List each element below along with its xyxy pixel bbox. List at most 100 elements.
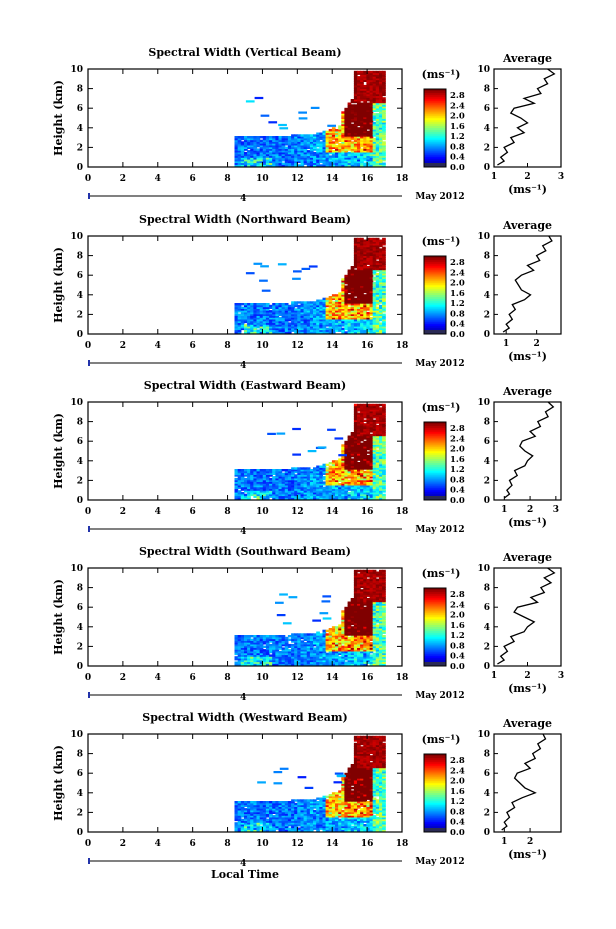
heatmap-cell — [353, 262, 358, 265]
heatmap-cell — [379, 118, 383, 121]
heatmap-cell — [360, 251, 364, 255]
heatmap-cell — [363, 299, 367, 302]
heatmap-cell — [357, 318, 361, 322]
heatmap-cell — [297, 654, 301, 657]
date-day-label: 4 — [240, 527, 246, 537]
heatmap-cell — [379, 281, 383, 285]
heatmap-cell — [281, 635, 286, 638]
heatmap-cell — [300, 324, 305, 327]
heatmap-cell — [250, 474, 254, 477]
heatmap-cell — [294, 642, 298, 645]
heatmap-cell — [237, 157, 242, 160]
heatmap-cell — [306, 658, 311, 661]
heatmap-cell — [363, 497, 367, 500]
heatmap-cell — [379, 123, 383, 127]
heatmap-cell — [313, 469, 317, 472]
heatmap-cell — [325, 467, 330, 470]
heatmap-cell — [269, 306, 273, 309]
heatmap-cell — [360, 91, 364, 95]
heatmap-cell — [363, 476, 367, 479]
heatmap-cell — [294, 159, 298, 162]
heatmap-cell — [369, 285, 374, 288]
heatmap-cell — [341, 310, 345, 313]
heatmap-cell — [306, 320, 311, 324]
heatmap-cell — [284, 150, 289, 153]
heatmap-cell — [338, 476, 342, 479]
colorbar-segment — [424, 464, 446, 468]
heatmap-cell — [291, 477, 295, 481]
heatmap-cell — [372, 250, 377, 253]
heatmap-cell — [309, 159, 314, 162]
heatmap-cell — [328, 155, 333, 158]
heatmap-cell — [253, 317, 258, 320]
heatmap-cell — [265, 310, 270, 313]
heatmap-cell — [240, 640, 245, 643]
heatmap-cell — [284, 474, 289, 477]
heatmap-cell — [363, 484, 367, 488]
heatmap-cell — [262, 493, 267, 497]
heatmap-cell — [360, 77, 364, 81]
heatmap-cell — [357, 155, 361, 158]
heatmap-cell — [272, 160, 276, 164]
heatmap-cell — [347, 652, 352, 656]
heatmap-cell — [344, 484, 349, 488]
heatmap-cell — [316, 638, 320, 641]
heatmap-cell — [247, 141, 251, 144]
heatmap-cell — [316, 474, 320, 477]
heatmap-cell — [369, 446, 374, 449]
heatmap-cell — [291, 301, 295, 304]
heatmap-cell — [262, 470, 267, 474]
heatmap-cell — [291, 310, 295, 313]
heatmap-cell — [379, 99, 383, 102]
heatmap-cell — [382, 107, 386, 111]
heatmap-cell — [344, 449, 349, 452]
heatmap-cell — [353, 421, 358, 424]
heatmap-cell — [265, 638, 270, 641]
heatmap-cell — [369, 294, 374, 297]
heatmap-cell — [325, 492, 330, 495]
heatmap-cell — [347, 151, 352, 155]
heatmap-cell — [272, 663, 276, 666]
heatmap-cell — [328, 488, 333, 491]
heatmap-cell — [344, 460, 349, 463]
heatmap-cell — [259, 488, 264, 491]
heatmap-cell — [375, 151, 380, 155]
heatmap-cell — [313, 497, 317, 500]
heatmap-cell — [350, 308, 355, 311]
heatmap-cell — [259, 490, 264, 493]
heatmap-cell — [328, 157, 333, 160]
heatmap-cell — [275, 497, 280, 500]
heatmap-cell — [256, 495, 261, 498]
heatmap-cell — [234, 164, 239, 167]
heatmap-cell — [234, 474, 239, 477]
heatmap-cell — [338, 479, 342, 482]
heatmap-cell — [335, 294, 339, 297]
heatmap-cell — [316, 479, 320, 482]
heatmap-cell — [303, 308, 308, 311]
heatmap-cell — [275, 153, 280, 157]
heatmap-cell — [360, 106, 364, 109]
heatmap-cell — [234, 155, 239, 158]
heatmap-cell — [253, 139, 258, 142]
heatmap-cell — [331, 663, 336, 666]
heatmap-cell — [300, 654, 305, 657]
heatmap-cell — [344, 132, 349, 135]
heatmap-cell — [344, 326, 349, 329]
heatmap-cell — [322, 495, 327, 498]
heatmap-cell — [341, 283, 345, 286]
heatmap-cell — [379, 273, 383, 276]
heatmap-cell — [375, 472, 380, 475]
heatmap-cell — [341, 444, 345, 447]
heatmap-cell — [372, 99, 377, 102]
heatmap-cell — [247, 477, 251, 481]
heatmap-cell — [309, 484, 314, 488]
heatmap-cell — [278, 495, 283, 498]
heatmap-cell — [353, 631, 358, 634]
heatmap-cell — [379, 134, 383, 137]
heatmap-cell — [338, 631, 342, 634]
heatmap-cell — [234, 146, 239, 149]
heatmap-cell — [259, 304, 264, 308]
heatmap-cell — [272, 317, 276, 320]
avg-y-tick-label: 8 — [484, 252, 490, 262]
heatmap-cell — [325, 483, 330, 486]
